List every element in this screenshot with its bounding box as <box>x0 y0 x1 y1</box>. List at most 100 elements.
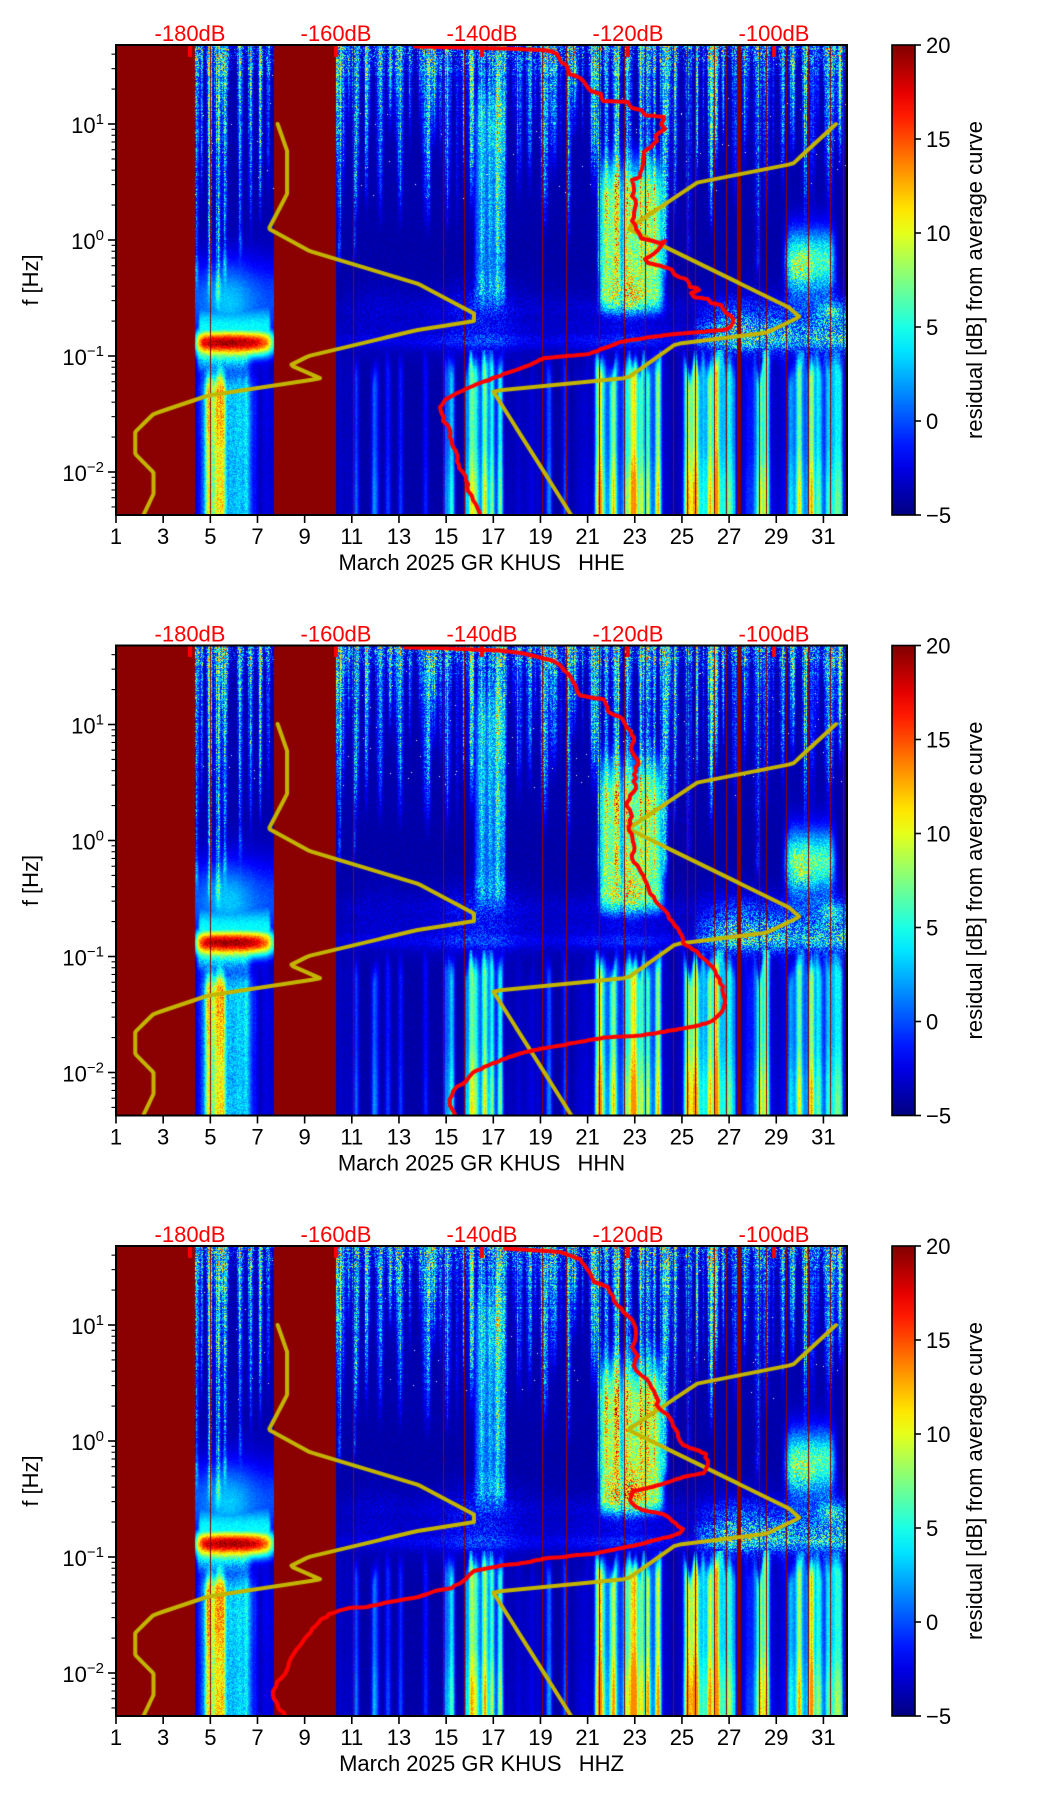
svg-text:-160dB: -160dB <box>301 21 372 46</box>
svg-text:-160dB: -160dB <box>301 1222 372 1247</box>
svg-text:9: 9 <box>299 524 311 549</box>
svg-text:-180dB: -180dB <box>155 21 226 46</box>
svg-text:10−1: 10−1 <box>62 944 104 971</box>
svg-text:residual [dB] from average cur: residual [dB] from average curve <box>962 1322 987 1640</box>
svg-text:f [Hz]: f [Hz] <box>18 1455 43 1506</box>
svg-text:−5: −5 <box>926 1104 951 1129</box>
svg-text:11: 11 <box>340 1125 363 1150</box>
svg-text:−5: −5 <box>926 503 951 528</box>
svg-text:13: 13 <box>387 1725 411 1750</box>
svg-text:27: 27 <box>717 1725 741 1750</box>
svg-text:15: 15 <box>434 1125 458 1150</box>
svg-text:19: 19 <box>528 1725 552 1750</box>
svg-text:29: 29 <box>764 524 788 549</box>
svg-text:29: 29 <box>764 1125 788 1150</box>
svg-text:March 2025 GR KHUS HHE: March 2025 GR KHUS HHE <box>338 550 624 575</box>
svg-text:10: 10 <box>926 1422 950 1447</box>
svg-text:-100dB: -100dB <box>739 21 810 46</box>
svg-text:10−2: 10−2 <box>62 459 104 486</box>
svg-text:10: 10 <box>926 822 950 847</box>
svg-text:10: 10 <box>926 221 950 246</box>
svg-text:10−1: 10−1 <box>62 1544 104 1571</box>
svg-text:13: 13 <box>387 1125 411 1150</box>
svg-text:3: 3 <box>157 1725 169 1750</box>
svg-text:5: 5 <box>926 315 938 340</box>
svg-text:-120dB: -120dB <box>593 21 664 46</box>
svg-text:31: 31 <box>811 1125 835 1150</box>
svg-text:March 2025 GR KHUS HHN: March 2025 GR KHUS HHN <box>338 1151 625 1176</box>
svg-text:27: 27 <box>717 524 741 549</box>
svg-text:−5: −5 <box>926 1704 951 1729</box>
svg-text:0: 0 <box>926 409 938 434</box>
svg-text:-120dB: -120dB <box>593 1222 664 1247</box>
svg-text:-160dB: -160dB <box>301 622 372 647</box>
svg-text:5: 5 <box>926 1516 938 1541</box>
svg-text:-120dB: -120dB <box>593 622 664 647</box>
svg-text:20: 20 <box>926 33 950 58</box>
svg-text:25: 25 <box>670 1725 694 1750</box>
svg-text:13: 13 <box>387 524 411 549</box>
svg-text:101: 101 <box>71 712 104 739</box>
svg-text:100: 100 <box>71 227 104 254</box>
svg-text:15: 15 <box>926 728 950 753</box>
svg-text:5: 5 <box>926 916 938 941</box>
svg-text:15: 15 <box>926 1328 950 1353</box>
svg-text:29: 29 <box>764 1725 788 1750</box>
svg-text:100: 100 <box>71 1428 104 1455</box>
svg-text:101: 101 <box>71 111 104 138</box>
svg-text:9: 9 <box>299 1125 311 1150</box>
svg-text:-180dB: -180dB <box>155 1222 226 1247</box>
svg-text:17: 17 <box>481 1725 505 1750</box>
svg-text:101: 101 <box>71 1312 104 1339</box>
svg-text:23: 23 <box>623 1125 647 1150</box>
svg-text:3: 3 <box>157 524 169 549</box>
svg-text:23: 23 <box>623 524 647 549</box>
svg-text:20: 20 <box>926 1234 950 1259</box>
svg-text:1: 1 <box>110 1125 122 1150</box>
svg-text:-100dB: -100dB <box>739 1222 810 1247</box>
svg-text:21: 21 <box>575 524 599 549</box>
svg-text:0: 0 <box>926 1010 938 1035</box>
svg-text:15: 15 <box>926 127 950 152</box>
svg-text:25: 25 <box>670 1125 694 1150</box>
svg-text:21: 21 <box>575 1725 599 1750</box>
svg-text:11: 11 <box>340 524 363 549</box>
svg-text:0: 0 <box>926 1610 938 1635</box>
svg-text:March 2025 GR KHUS HHZ: March 2025 GR KHUS HHZ <box>339 1751 624 1776</box>
svg-text:residual [dB] from average cur: residual [dB] from average curve <box>962 121 987 439</box>
svg-text:31: 31 <box>811 1725 835 1750</box>
svg-text:f [Hz]: f [Hz] <box>18 254 43 305</box>
svg-text:19: 19 <box>528 1125 552 1150</box>
svg-text:15: 15 <box>434 1725 458 1750</box>
svg-text:-140dB: -140dB <box>447 21 518 46</box>
svg-text:19: 19 <box>528 524 552 549</box>
svg-text:5: 5 <box>204 1725 216 1750</box>
svg-text:7: 7 <box>251 1725 263 1750</box>
svg-text:5: 5 <box>204 524 216 549</box>
svg-text:-180dB: -180dB <box>155 622 226 647</box>
svg-text:7: 7 <box>251 1125 263 1150</box>
svg-text:31: 31 <box>811 524 835 549</box>
svg-text:100: 100 <box>71 828 104 855</box>
svg-text:11: 11 <box>340 1725 363 1750</box>
svg-text:-100dB: -100dB <box>739 622 810 647</box>
svg-text:-140dB: -140dB <box>447 622 518 647</box>
svg-text:f [Hz]: f [Hz] <box>18 855 43 906</box>
svg-text:9: 9 <box>299 1725 311 1750</box>
svg-text:10−2: 10−2 <box>62 1660 104 1687</box>
svg-text:residual [dB] from average cur: residual [dB] from average curve <box>962 722 987 1040</box>
svg-text:20: 20 <box>926 634 950 659</box>
svg-text:1: 1 <box>110 524 122 549</box>
svg-text:3: 3 <box>157 1125 169 1150</box>
svg-text:15: 15 <box>434 524 458 549</box>
svg-text:1: 1 <box>110 1725 122 1750</box>
svg-text:10−1: 10−1 <box>62 343 104 370</box>
svg-text:17: 17 <box>481 524 505 549</box>
svg-text:10−2: 10−2 <box>62 1060 104 1087</box>
svg-text:5: 5 <box>204 1125 216 1150</box>
svg-text:27: 27 <box>717 1125 741 1150</box>
svg-text:7: 7 <box>251 524 263 549</box>
svg-text:17: 17 <box>481 1125 505 1150</box>
svg-text:21: 21 <box>575 1125 599 1150</box>
svg-text:25: 25 <box>670 524 694 549</box>
